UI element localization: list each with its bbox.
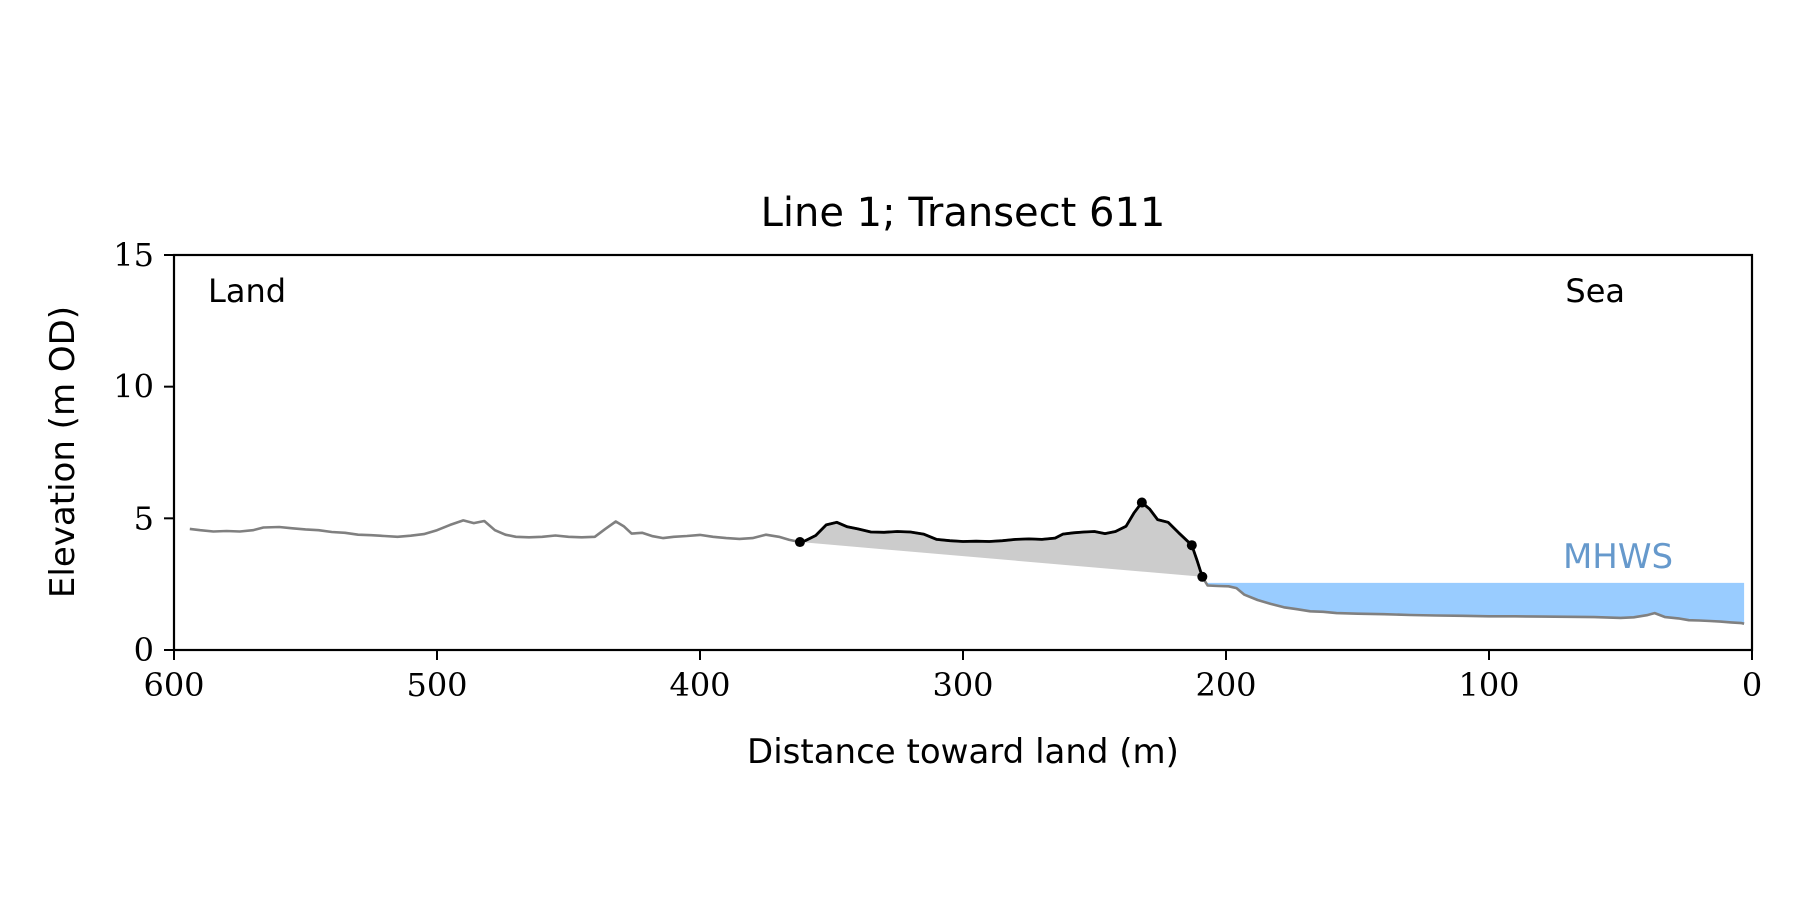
y-axis-label: Elevation (m OD) <box>43 306 83 598</box>
y-ticks: 0 5 10 15 <box>113 236 174 669</box>
dune-marker-point <box>1197 571 1208 582</box>
y-tick-label: 10 <box>113 368 154 406</box>
y-tick-label: 0 <box>134 631 154 669</box>
chart-title: Line 1; Transect 611 <box>761 190 1166 236</box>
x-tick-label: 200 <box>1195 666 1256 704</box>
x-ticks: 600 500 400 300 200 100 0 <box>143 650 1762 704</box>
y-tick-label: 15 <box>113 236 154 274</box>
land-label: Land <box>208 272 286 310</box>
x-axis-label: Distance toward land (m) <box>747 732 1179 772</box>
dune-marker-point <box>794 537 805 548</box>
dune-fill-layer <box>799 502 1203 577</box>
y-tick-label: 5 <box>134 499 154 537</box>
x-tick-label: 0 <box>1742 666 1762 704</box>
water-area <box>1205 582 1745 624</box>
dune-marker-point <box>1136 497 1147 508</box>
x-tick-label: 500 <box>406 666 467 704</box>
x-tick-label: 100 <box>1458 666 1519 704</box>
dune-volume-area <box>799 502 1203 577</box>
water-fill-layer <box>1205 582 1745 624</box>
x-tick-label: 400 <box>669 666 730 704</box>
dune-line-layer <box>799 501 1204 578</box>
dune-markers-layer <box>794 497 1208 582</box>
sea-label: Sea <box>1565 272 1625 310</box>
dune-line <box>799 501 1204 578</box>
x-tick-label: 300 <box>932 666 993 704</box>
dune-marker-point <box>1186 540 1197 551</box>
x-tick-label: 600 <box>143 666 204 704</box>
mhws-label: MHWS <box>1563 537 1673 577</box>
